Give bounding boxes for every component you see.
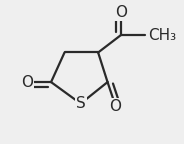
Text: O: O [110,99,122,114]
Text: O: O [21,75,33,90]
Text: CH₃: CH₃ [148,28,176,42]
Text: S: S [76,96,86,111]
Text: O: O [115,5,127,20]
